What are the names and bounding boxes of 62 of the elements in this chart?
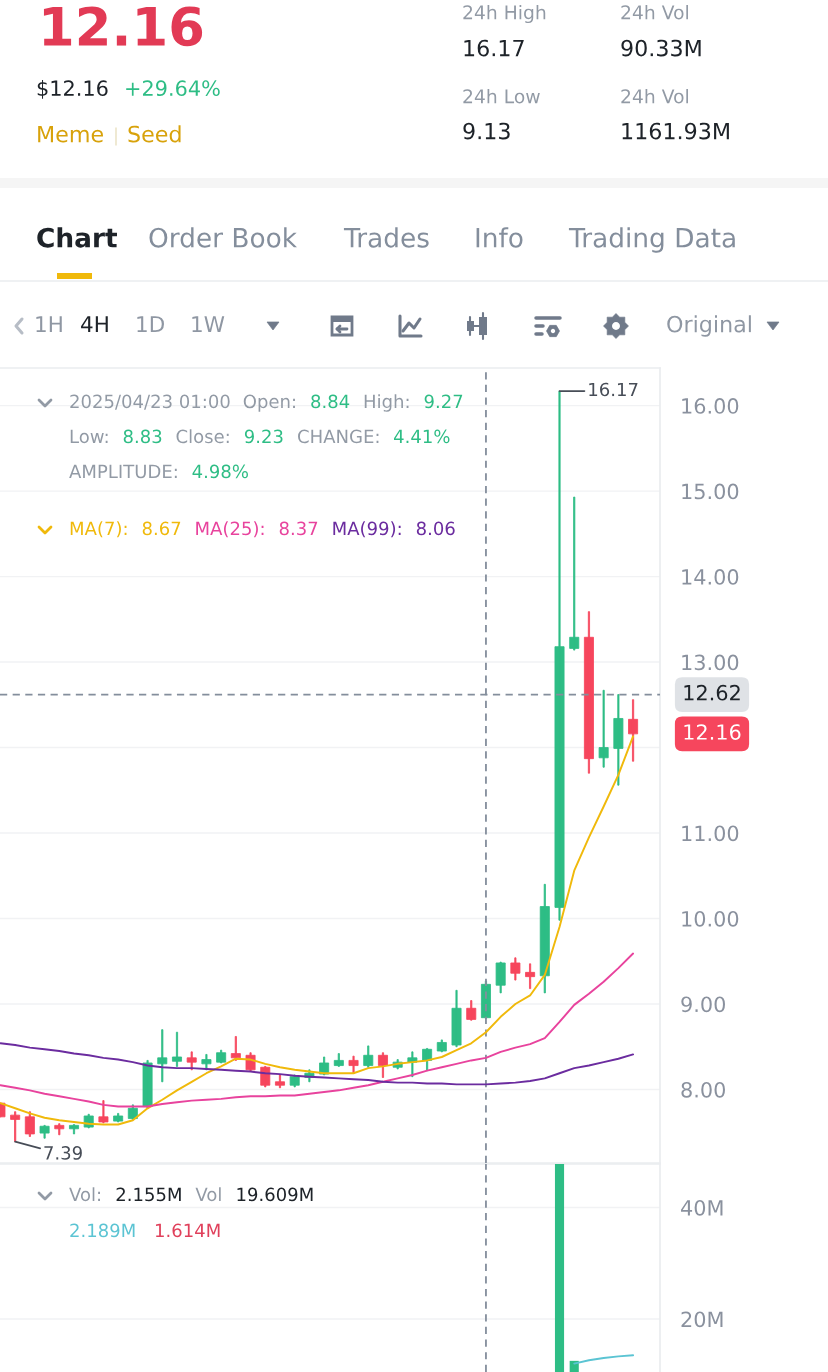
text: 1H [36, 316, 62, 332]
text: 12.16 [684, 724, 741, 740]
text: 1D [137, 316, 164, 332]
annotation: 16.17 [589, 382, 638, 397]
text: 24h Vol [621, 4, 688, 20]
text: 9.13 [463, 122, 510, 140]
y-tick-label: 10.00 [682, 910, 739, 927]
text: Chart [37, 227, 117, 248]
y-tick-label: 8.00 [681, 1081, 725, 1098]
text: 4H [81, 316, 108, 332]
text: 16.17 [464, 39, 524, 57]
annotation: 8.83 [123, 429, 162, 444]
y-tick-label: 13.00 [682, 654, 739, 671]
annotation: 4.98% [192, 464, 248, 479]
text: 1161.93M [622, 122, 729, 140]
annotation: 9.23 [244, 429, 283, 444]
text: MA(25): [196, 521, 264, 538]
legend-label: MA(7): [70, 521, 127, 538]
text: Original [667, 315, 751, 337]
y-tick-label: 15.00 [682, 483, 739, 500]
annotation: 1.614M [155, 1223, 220, 1238]
annotation: 8.84 [311, 394, 350, 409]
y-tick-label: 11.00 [682, 825, 739, 842]
annotation: 7.39 [44, 1146, 82, 1160]
text: $12.16 [37, 79, 108, 99]
annotation: Close: [176, 429, 229, 444]
annotation: High: [364, 394, 409, 412]
text: 1W [192, 316, 225, 332]
annotation: AMPLITUDE: [69, 464, 177, 479]
annotation: Low: [70, 429, 108, 444]
text: Seed [128, 125, 181, 143]
annotation: 4.41% [394, 429, 450, 444]
annotation: 2.155M [116, 1187, 181, 1202]
text: MA(99): [333, 521, 401, 538]
text: 24h Low [463, 88, 540, 104]
annotation: 8.06 [416, 521, 455, 536]
annotation: 9.27 [424, 394, 463, 409]
text: Trades [343, 227, 429, 248]
annotation: Vol [195, 1187, 221, 1202]
ref-line-label: 12.62 [684, 684, 740, 701]
y-tick-label: 16.00 [682, 398, 739, 414]
text: 12.16 [43, 6, 203, 47]
annotation: 2.189M [70, 1223, 135, 1238]
y-tick-label: 20M [681, 1311, 723, 1328]
text: Info [476, 227, 523, 248]
y-tick-label: 14.00 [682, 569, 739, 585]
text: 24h High [463, 4, 546, 24]
y-tick-label: 40M [681, 1199, 723, 1216]
text: 24h Vol [621, 88, 688, 104]
text: Trading Data [568, 227, 735, 253]
annotation: 8.67 [142, 521, 181, 536]
annotation: 19.609M [237, 1187, 313, 1202]
text: 90.33M [621, 39, 701, 57]
y-tick-label: 9.00 [681, 996, 725, 1013]
text: +29.64% [126, 80, 220, 97]
text: Meme [38, 125, 103, 143]
annotation: CHANGE: [298, 429, 379, 444]
text: Order Book [149, 227, 297, 248]
annotation: Open: [243, 394, 295, 412]
annotation: 2025/04/23 01:00 [70, 394, 230, 410]
annotation: Vol: [69, 1187, 100, 1202]
annotation: 8.37 [279, 521, 318, 536]
